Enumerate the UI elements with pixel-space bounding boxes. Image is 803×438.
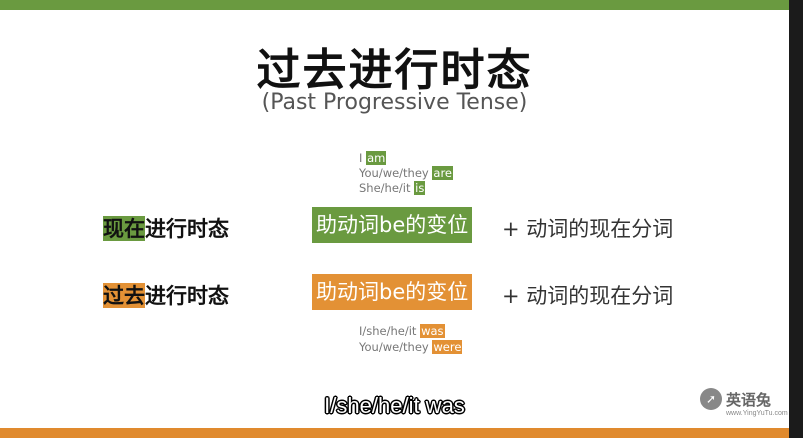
video-caption: I/she/he/it was xyxy=(324,393,465,418)
past-subject-2: You/we/they xyxy=(359,340,433,354)
present-subject-1: I xyxy=(359,151,367,165)
past-form-2: You/we/they were xyxy=(359,339,463,355)
watermark: ➚ 英语兔 xyxy=(700,388,771,410)
present-label-rest: 进行时态 xyxy=(145,216,229,241)
present-form-1: I am xyxy=(359,150,387,166)
past-label-rest: 进行时态 xyxy=(145,283,229,308)
present-subject-3: She/he/it xyxy=(359,181,415,195)
present-form-2: You/we/they are xyxy=(359,165,453,181)
top-green-bar xyxy=(0,0,789,10)
past-verb-1: was xyxy=(420,324,445,338)
bottom-orange-bar xyxy=(0,428,789,438)
past-verb-2: were xyxy=(432,340,463,354)
past-formula-rest: + 动词的现在分词 xyxy=(502,284,674,308)
arrow-logo-icon: ➚ xyxy=(700,388,722,410)
right-edge-bar xyxy=(789,0,803,438)
past-subject-1: I/she/he/it xyxy=(359,324,421,338)
present-verb-2: are xyxy=(432,166,453,180)
present-form-3: She/he/it is xyxy=(359,180,426,196)
present-subject-2: You/we/they xyxy=(359,166,433,180)
present-verb-1: am xyxy=(366,151,387,165)
present-auxiliary-box: 助动词be的变位 xyxy=(312,207,473,243)
page-subtitle: (Past Progressive Tense) xyxy=(261,90,528,115)
present-tense-label: 现在进行时态 xyxy=(103,213,229,243)
watermark-name: 英语兔 xyxy=(726,390,772,409)
watermark-url: www.YingYuTu.com xyxy=(726,410,788,417)
page-title: 过去进行时态 xyxy=(256,45,533,96)
present-label-highlight: 现在 xyxy=(103,216,145,241)
present-verb-3: is xyxy=(414,181,426,195)
past-tense-label: 过去进行时态 xyxy=(103,280,229,310)
past-auxiliary-box: 助动词be的变位 xyxy=(312,274,473,310)
past-label-highlight: 过去 xyxy=(103,283,145,308)
present-formula-rest: + 动词的现在分词 xyxy=(502,217,674,241)
past-form-1: I/she/he/it was xyxy=(359,323,445,339)
